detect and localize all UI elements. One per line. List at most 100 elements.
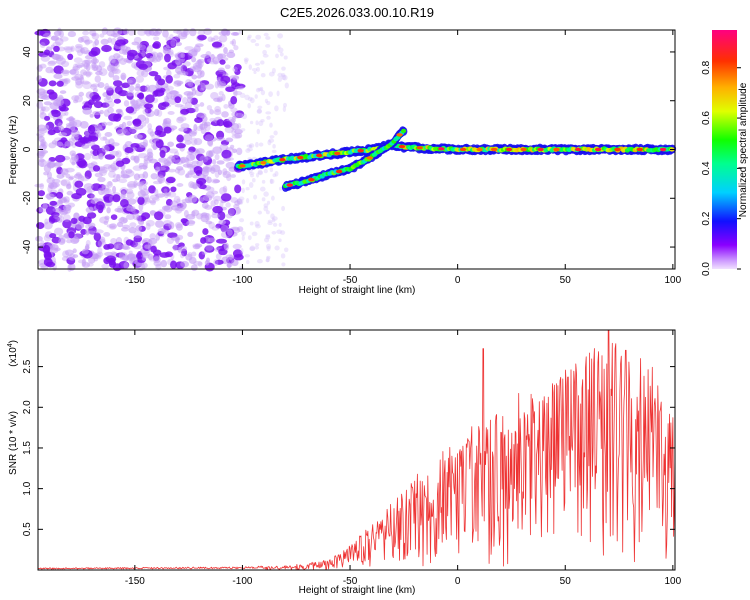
noise-blob <box>127 29 135 36</box>
noise-blob <box>267 139 272 146</box>
noise-blob <box>214 199 219 205</box>
noise-blob <box>107 107 115 114</box>
noise-blob <box>246 260 250 265</box>
noise-blob <box>150 173 158 180</box>
noise-blob <box>235 206 241 214</box>
colorbar-tick-label: 0.8 <box>701 60 712 74</box>
noise-blob <box>198 184 207 190</box>
noise-blob <box>230 197 239 204</box>
noise-blob <box>264 98 268 104</box>
noise-blob <box>39 42 46 48</box>
noise-blob <box>106 64 115 72</box>
noise-blob <box>220 193 232 202</box>
noise-blob <box>200 214 210 223</box>
noise-blob <box>155 193 165 198</box>
noise-blob <box>164 161 172 167</box>
noise-blob <box>75 77 83 86</box>
noise-blob <box>123 28 129 36</box>
noise-blob <box>111 166 117 172</box>
x-tick-label: -150 <box>125 275 145 286</box>
noise-blob <box>38 135 45 143</box>
noise-blob <box>136 69 145 77</box>
noise-blob <box>167 191 177 198</box>
main-trace-peak <box>416 146 423 150</box>
noise-blob <box>186 220 196 226</box>
noise-blob <box>211 41 223 48</box>
noise-blob <box>166 48 172 54</box>
noise-blob <box>62 144 67 149</box>
noise-blob <box>71 193 82 200</box>
noise-blob <box>226 262 232 269</box>
noise-blob <box>142 171 149 179</box>
noise-blob <box>170 39 176 47</box>
noise-blob <box>45 66 54 74</box>
noise-blob <box>157 169 166 178</box>
noise-blob <box>149 131 155 137</box>
noise-blob <box>222 185 228 193</box>
noise-blob <box>204 83 215 90</box>
noise-blob <box>178 127 188 132</box>
noise-blob <box>158 157 167 163</box>
noise-blob <box>127 77 137 86</box>
noise-blob <box>74 94 84 103</box>
noise-blob <box>110 142 120 147</box>
noise-blob <box>59 36 69 42</box>
noise-blob <box>185 107 196 114</box>
noise-blob <box>64 204 72 209</box>
noise-blob <box>97 247 103 255</box>
noise-blob <box>53 214 63 220</box>
noise-blob <box>191 160 200 165</box>
noise-blob <box>272 144 276 149</box>
noise-blob <box>283 247 289 253</box>
noise-blob <box>138 202 144 211</box>
noise-blob <box>218 91 224 96</box>
noise-blob <box>101 241 107 246</box>
noise-blob <box>40 54 50 62</box>
noise-blob <box>147 155 154 162</box>
noise-blob <box>40 106 46 112</box>
noise-blob <box>81 80 90 85</box>
noise-blob <box>229 144 235 149</box>
noise-blob <box>122 174 131 179</box>
noise-blob <box>176 134 184 143</box>
noise-blob <box>196 177 207 185</box>
noise-blob <box>103 220 109 226</box>
noise-blob <box>251 231 258 237</box>
noise-blob <box>241 231 246 236</box>
snr-panel: -150 -100 -50 0 50 100 0.5 1.0 1.5 2.0 2.5 Height… <box>7 329 682 596</box>
noise-blob <box>181 248 188 257</box>
noise-blob <box>112 74 120 81</box>
noise-blob <box>51 140 57 145</box>
noise-blob <box>215 253 222 260</box>
noise-blob <box>282 74 288 81</box>
noise-blob <box>266 100 271 106</box>
colorbar-label: Normalized spectral amplitude <box>738 82 749 217</box>
noise-blob <box>119 44 128 51</box>
noise-blob <box>267 221 273 226</box>
noise-blob <box>281 262 286 267</box>
noise-blob <box>48 142 57 149</box>
noise-blob <box>204 124 211 132</box>
noise-blob <box>176 30 182 35</box>
noise-blob <box>128 226 137 234</box>
noise-blob <box>176 234 184 241</box>
noise-blob <box>64 140 74 147</box>
noise-blob <box>114 86 123 95</box>
noise-blob <box>135 83 141 89</box>
noise-blob <box>262 49 267 55</box>
noise-blob <box>257 169 263 175</box>
noise-blob <box>167 141 174 147</box>
noise-blob <box>103 85 114 91</box>
noise-blob <box>197 261 203 267</box>
noise-blob <box>107 243 115 250</box>
noise-blob <box>36 150 45 159</box>
noise-blob <box>45 193 55 200</box>
noise-blob <box>187 49 198 57</box>
noise-blob <box>80 228 87 235</box>
noise-blob <box>214 80 220 89</box>
noise-blob <box>256 128 261 135</box>
noise-blob <box>194 79 203 86</box>
noise-blob <box>86 189 93 194</box>
noise-blob <box>63 46 74 51</box>
noise-blob <box>278 222 282 227</box>
